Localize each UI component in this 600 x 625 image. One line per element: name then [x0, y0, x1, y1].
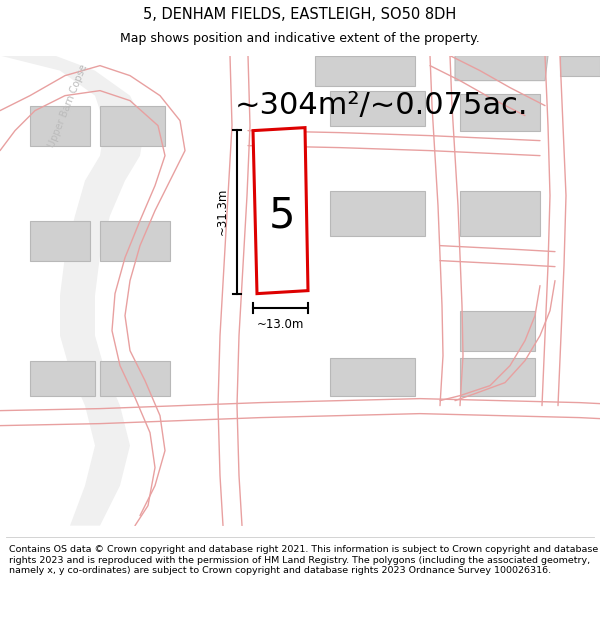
Polygon shape — [330, 357, 415, 396]
Polygon shape — [30, 106, 90, 146]
Polygon shape — [315, 56, 415, 86]
Text: Upper Barn Copse: Upper Barn Copse — [47, 62, 89, 149]
Polygon shape — [460, 191, 540, 236]
Polygon shape — [0, 56, 145, 526]
Polygon shape — [100, 361, 170, 396]
Polygon shape — [460, 357, 535, 396]
Text: ~31.3m: ~31.3m — [216, 188, 229, 235]
Polygon shape — [30, 221, 90, 261]
Polygon shape — [455, 56, 548, 81]
Polygon shape — [330, 91, 425, 126]
Text: ~13.0m: ~13.0m — [257, 318, 304, 331]
Polygon shape — [330, 191, 425, 236]
Polygon shape — [100, 106, 165, 146]
Text: 5, DENHAM FIELDS, EASTLEIGH, SO50 8DH: 5, DENHAM FIELDS, EASTLEIGH, SO50 8DH — [143, 6, 457, 21]
Polygon shape — [253, 127, 308, 294]
Text: ~304m²/~0.075ac.: ~304m²/~0.075ac. — [235, 91, 529, 120]
Text: Contains OS data © Crown copyright and database right 2021. This information is : Contains OS data © Crown copyright and d… — [9, 545, 598, 575]
Polygon shape — [30, 361, 95, 396]
Polygon shape — [460, 94, 540, 131]
Polygon shape — [460, 311, 535, 351]
Text: Map shows position and indicative extent of the property.: Map shows position and indicative extent… — [120, 32, 480, 45]
Text: 5: 5 — [269, 194, 295, 237]
Polygon shape — [560, 56, 600, 76]
Polygon shape — [100, 221, 170, 261]
